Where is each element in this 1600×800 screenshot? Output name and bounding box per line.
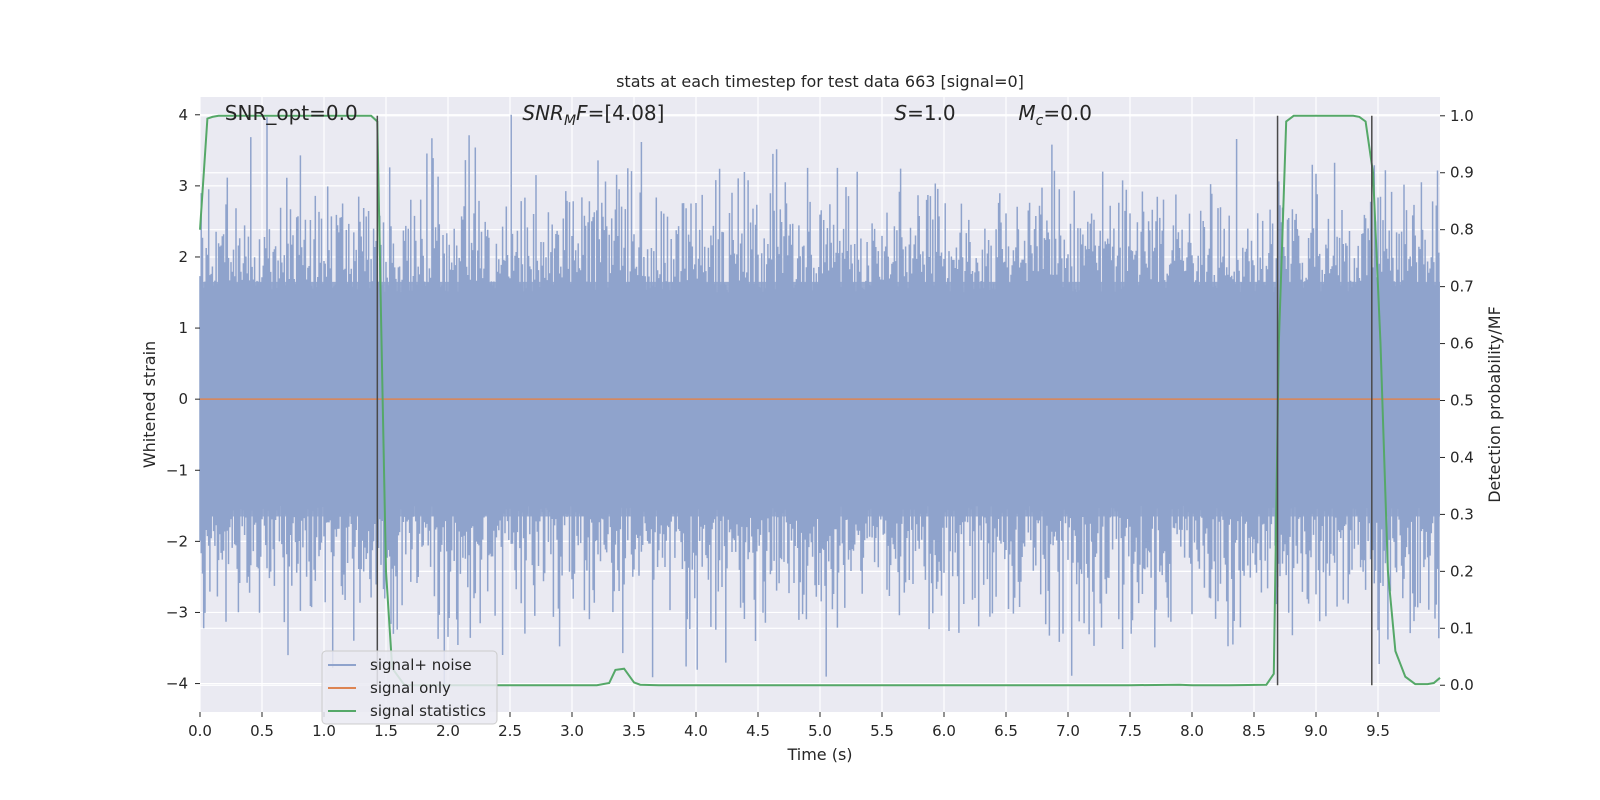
annotation-snr-mf-mid: F [576,101,588,125]
legend: signal+ noise signal only signal statistic… [321,650,498,725]
annotation-mc: Mc=0.0 [1018,101,1092,129]
signal-statistics-line [199,114,1441,687]
y-tick-label: 3 [178,177,188,195]
legend-label: signal statistics [370,702,486,720]
annotation-snr-mf-sub: M [564,113,576,129]
y-tick-label: 0 [178,390,188,408]
x-tick-label: 9.0 [1304,722,1328,740]
x-tick-label: 1.5 [374,722,398,740]
annotation-s: S=1.0 [894,101,955,125]
annotation-s-symbol: S [894,101,907,125]
x-tick-label: 2.5 [498,722,522,740]
y-tick-label: −4 [166,675,188,693]
vertical-markers [376,115,1373,686]
y2-tick-label: 0.0 [1450,676,1474,694]
x-tick-label: 8.0 [1180,722,1204,740]
y2-tick-label: 0.4 [1450,448,1474,466]
y2-tick-label: 0.3 [1450,505,1474,523]
x-tick-label: 7.0 [1056,722,1080,740]
y2-tick-label: 0.8 [1450,221,1474,239]
x-tick-label: 0.0 [188,722,212,740]
annotation-snr-opt: SNR_opt=0.0 [225,101,358,125]
annotation-snr-mf-main: SNR [522,101,564,125]
x-tick-label: 0.5 [250,722,274,740]
x-tick-label: 7.5 [1118,722,1142,740]
y2-tick-label: 0.7 [1450,278,1474,296]
y-axis-label: Whitened strain [140,341,159,468]
x-tick-label: 4.5 [746,722,770,740]
x-tick-label: 3.5 [622,722,646,740]
noise-spikes [199,114,1440,688]
legend-label: signal only [370,679,451,697]
y2-tick-label: 0.9 [1450,164,1474,182]
x-tick-label: 1.0 [312,722,336,740]
annotation-mc-symbol: M [1018,101,1035,125]
x-tick-label: 2.0 [436,722,460,740]
x-tick-label: 3.0 [560,722,584,740]
y2-tick-label: 0.5 [1450,392,1474,410]
x-axis-label: Time (s) [786,745,852,764]
annotation-snr-mf-value: =[4.08] [588,101,665,125]
y2-tick-label: 0.1 [1450,619,1474,637]
legend-label: signal+ noise [370,656,472,674]
chart-title: stats at each timestep for test data 663… [616,72,1024,91]
x-tick-label: 6.0 [932,722,956,740]
x-tick-label: 6.5 [994,722,1018,740]
y2-axis-label: Detection probability/MF [1485,306,1504,503]
series-signal-statistics [199,114,1441,687]
y-tick-label: 1 [178,319,188,337]
y-axis-ticks: 4 3 2 1 0 −1 −2 −3 −4 [166,106,200,693]
y-tick-label: −2 [166,532,188,550]
legend-box [321,650,498,725]
y-tick-label: −3 [166,603,188,621]
x-tick-label: 5.5 [870,722,894,740]
annotation-s-value: =1.0 [907,101,956,125]
x-tick-label: 9.5 [1366,722,1390,740]
x-tick-label: 5.0 [808,722,832,740]
x-axis-ticks: 0.0 0.5 1.0 1.5 2.0 2.5 3.0 3.5 4.0 4.5 5.0 5.5 6.0 6… [188,712,1390,740]
annotation-mc-value: =0.0 [1043,101,1092,125]
annotation-snr-mf: SNRMF=[4.08] [522,101,664,129]
annotation-mc-sub: c [1036,113,1044,129]
y-tick-label: 4 [178,106,188,124]
y2-tick-label: 0.6 [1450,335,1474,353]
y2-axis-ticks: 1.0 0.9 0.8 0.7 0.6 0.5 0.4 0.3 0.2 0.1 0.0 [1440,107,1474,694]
legend-items: signal+ noise signal only signal statistic… [328,656,486,720]
y2-tick-label: 0.2 [1450,562,1474,580]
x-tick-label: 4.0 [684,722,708,740]
y-tick-label: −1 [166,461,188,479]
y-tick-label: 2 [178,248,188,266]
y2-tick-label: 1.0 [1450,107,1474,125]
x-tick-label: 8.5 [1242,722,1266,740]
